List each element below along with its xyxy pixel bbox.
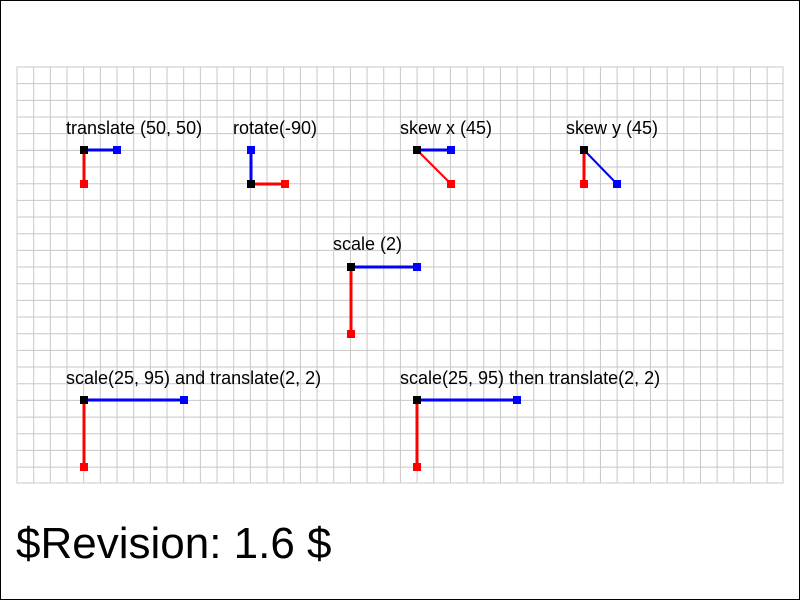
revision-text: $Revision: 1.6 $: [16, 519, 332, 568]
x-axis-line: [583, 149, 618, 185]
y-axis-marker: [580, 180, 588, 188]
y-axis-line: [416, 149, 452, 185]
scale-then-translate-example: scale(25, 95) then translate(2, 2): [400, 368, 660, 471]
skew-x-example: skew x (45): [400, 118, 492, 188]
skew-x-label: skew x (45): [400, 118, 492, 138]
scale-then-translate-label: scale(25, 95) then translate(2, 2): [400, 368, 660, 388]
translate-label: translate (50, 50): [66, 118, 202, 138]
origin-marker: [413, 146, 421, 154]
x-axis-marker: [247, 146, 255, 154]
y-axis-marker: [347, 330, 355, 338]
origin-marker: [247, 180, 255, 188]
origin-marker: [80, 146, 88, 154]
y-axis-marker: [447, 180, 455, 188]
origin-marker: [580, 146, 588, 154]
origin-marker: [413, 396, 421, 404]
scale-example: scale (2): [333, 234, 421, 338]
x-axis-marker: [413, 263, 421, 271]
translate-example: translate (50, 50): [66, 118, 202, 188]
skew-y-label: skew y (45): [566, 118, 658, 138]
x-axis-marker: [113, 146, 121, 154]
scale-and-translate-label: scale(25, 95) and translate(2, 2): [66, 368, 321, 388]
x-axis-marker: [513, 396, 521, 404]
scale-and-translate-example: scale(25, 95) and translate(2, 2): [66, 368, 321, 471]
origin-marker: [347, 263, 355, 271]
origin-marker: [80, 396, 88, 404]
rotate-example: rotate(-90): [233, 118, 317, 188]
y-axis-marker: [80, 463, 88, 471]
scale-label: scale (2): [333, 234, 402, 254]
skew-y-example: skew y (45): [566, 118, 658, 188]
x-axis-marker: [447, 146, 455, 154]
x-axis-marker: [180, 396, 188, 404]
rotate-label: rotate(-90): [233, 118, 317, 138]
x-axis-marker: [613, 180, 621, 188]
y-axis-marker: [281, 180, 289, 188]
y-axis-marker: [80, 180, 88, 188]
y-axis-marker: [413, 463, 421, 471]
